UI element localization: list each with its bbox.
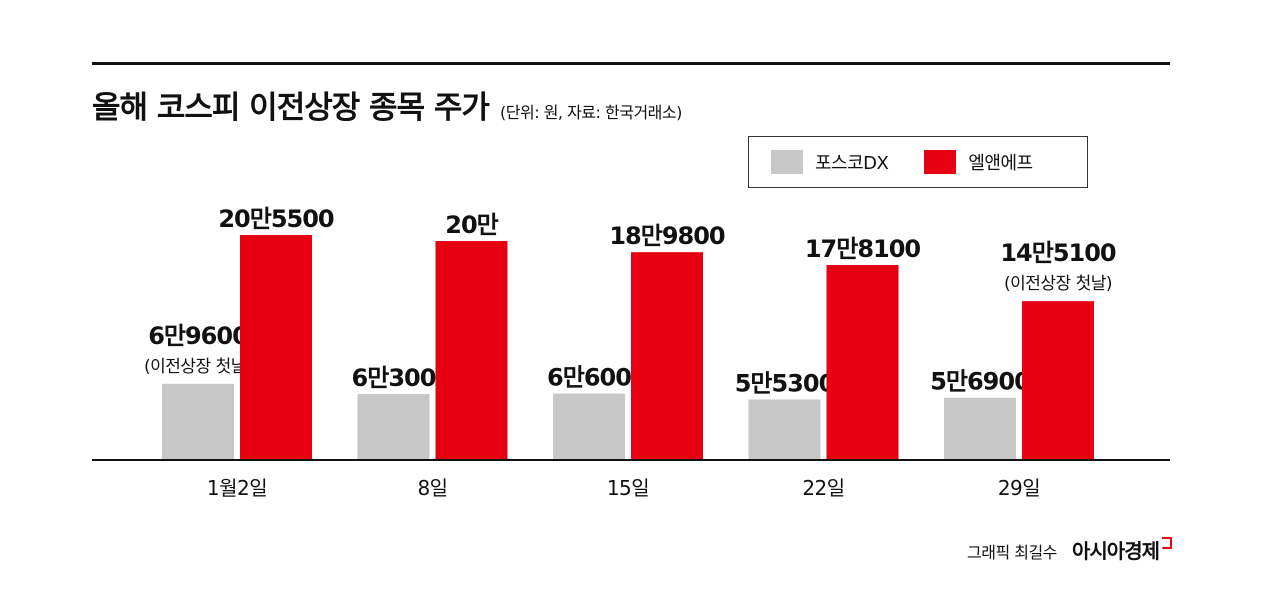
bar-lnf-0 (240, 235, 312, 460)
chart-subtitle: (단위: 원, 자료: 한국거래소) (500, 103, 682, 122)
annotation-posco-0: (이전상장 첫날) (144, 357, 252, 377)
bar-posco-0 (162, 383, 234, 460)
x-tick-label-4: 29일 (998, 476, 1040, 500)
value-label-posco-0: 6만9600 (148, 322, 248, 350)
bar-lnf-3 (826, 265, 899, 460)
value-label-posco-2: 6만600 (547, 364, 631, 392)
top-rule (92, 62, 1170, 65)
value-label-lnf-3: 17만8100 (805, 235, 921, 263)
value-label-posco-3: 5만5300 (735, 369, 835, 397)
brand-mark-icon (1162, 537, 1172, 549)
legend-swatch-posco (771, 150, 803, 174)
bar-posco-3 (748, 399, 821, 460)
value-label-posco-1: 6만300 (352, 364, 436, 392)
brand-logo: 아시아경제 (1072, 539, 1160, 563)
bar-posco-1 (357, 393, 430, 460)
bar-lnf-4 (1022, 301, 1094, 460)
x-tick-label-2: 15일 (607, 476, 649, 500)
value-label-lnf-0: 20만5500 (218, 205, 334, 233)
credit-text: 그래픽 최길수 (967, 543, 1057, 562)
chart-title: 올해 코스피 이전상장 종목 주가 (92, 90, 490, 126)
value-label-lnf-2: 18만9800 (609, 222, 725, 250)
x-tick-label-3: 22일 (802, 476, 844, 500)
value-label-posco-4: 5만6900 (930, 368, 1030, 396)
legend-item-lnf: 엘앤에프 (924, 149, 1033, 175)
bar-lnf-1 (435, 241, 508, 460)
credit: 그래픽 최길수 아시아경제 (967, 535, 1172, 564)
x-tick-label-1: 8일 (417, 476, 447, 500)
legend-item-posco: 포스코DX (771, 149, 889, 175)
bar-lnf-2 (631, 252, 703, 460)
legend: 포스코DX 엘앤에프 (748, 136, 1088, 188)
value-label-lnf-1: 20만 (445, 211, 498, 239)
annotation-lnf-4: (이전상장 첫날) (1004, 274, 1112, 294)
legend-label-posco: 포스코DX (815, 153, 889, 174)
bar-posco-2 (553, 393, 625, 460)
value-label-lnf-4: 14만5100 (1000, 239, 1116, 267)
legend-swatch-lnf (924, 150, 957, 174)
title-row: 올해 코스피 이전상장 종목 주가 (단위: 원, 자료: 한국거래소) (92, 82, 682, 127)
legend-label-lnf: 엘앤에프 (968, 153, 1033, 174)
x-tick-label-0: 1월2일 (207, 476, 267, 500)
bar-posco-4 (944, 397, 1016, 460)
